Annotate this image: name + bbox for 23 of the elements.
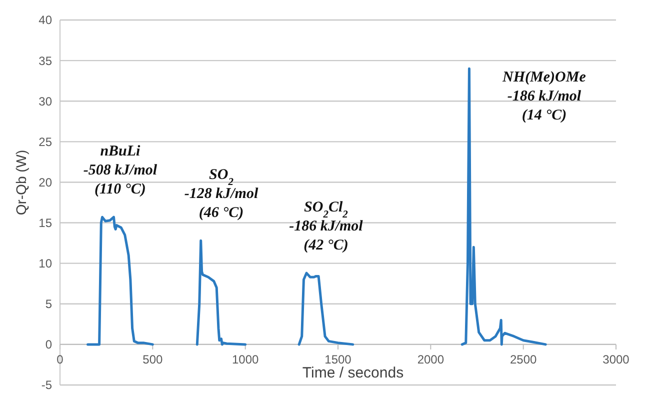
annotation: nBuLi -508 kJ/mol (110 °C) bbox=[83, 143, 158, 198]
x-tick-label: 2000 bbox=[417, 352, 444, 366]
x-axis-title: Time / seconds bbox=[302, 364, 404, 382]
x-tick-label: 2500 bbox=[510, 352, 538, 366]
y-tick-label: 20 bbox=[38, 175, 52, 190]
y-tick-label: 35 bbox=[38, 54, 52, 68]
annotation: SO$_{2}$Cl$_{2}$ -186 kJ/mol (42 °C) bbox=[289, 199, 364, 254]
x-tick-label: 3000 bbox=[602, 352, 630, 366]
y-tick-label: 25 bbox=[38, 134, 52, 149]
y-axis-title: Qr-Qb (W) bbox=[13, 150, 29, 216]
x-tick-label: 1000 bbox=[232, 352, 260, 366]
annotation: NH(Me)OMe -186 kJ/mol (14 °C) bbox=[502, 69, 586, 124]
y-tick-label: 10 bbox=[38, 256, 52, 271]
annotation: SO$_{2}$ -128 kJ/mol (46 °C) bbox=[184, 166, 259, 221]
y-tick-label: -5 bbox=[41, 378, 52, 392]
x-tick-label: 500 bbox=[142, 352, 163, 366]
y-tick-label: 0 bbox=[45, 338, 52, 352]
y-tick-label: 15 bbox=[38, 216, 52, 230]
y-tick-label: 40 bbox=[38, 13, 52, 28]
y-tick-label: 5 bbox=[45, 297, 52, 312]
x-tick-label: 1500 bbox=[324, 352, 352, 366]
x-tick-label: 0 bbox=[56, 352, 64, 366]
y-tick-label: 30 bbox=[38, 94, 52, 108]
